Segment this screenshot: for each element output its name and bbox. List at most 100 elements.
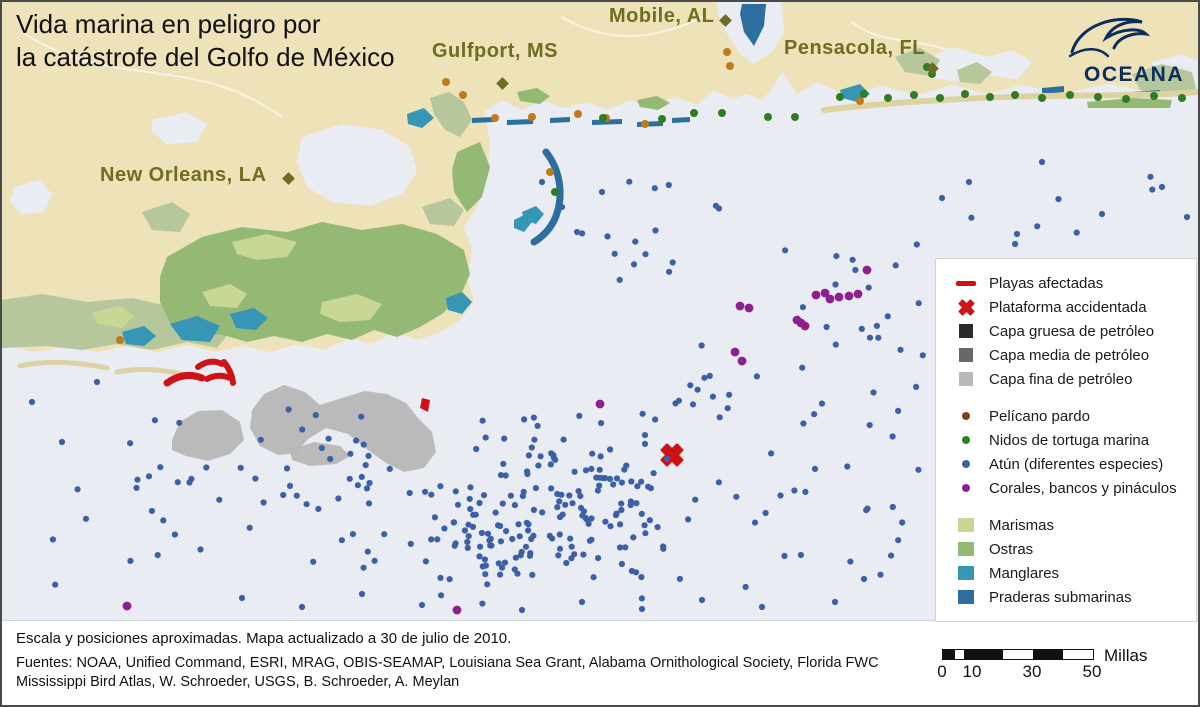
tuna-dot <box>499 500 506 507</box>
tuna-dot <box>628 567 636 575</box>
turtle-dot <box>1150 92 1158 100</box>
tuna-dot <box>148 507 155 515</box>
pelican-dot <box>459 91 467 99</box>
tuna-dot <box>497 472 505 479</box>
tuna-dot <box>327 455 334 463</box>
legend-label: Capa gruesa de petróleo <box>989 322 1155 340</box>
tuna-dot <box>366 479 373 487</box>
tuna-dot <box>464 544 471 552</box>
tuna-dot <box>522 543 530 550</box>
tuna-dot <box>441 525 448 532</box>
tuna-dot <box>852 266 859 274</box>
tuna-dot <box>865 284 872 291</box>
tuna-dot <box>782 247 789 254</box>
chandeleur-islands <box>530 148 564 246</box>
turtle-dot <box>836 93 844 101</box>
legend-item: Pelícano pardo <box>954 404 1184 428</box>
oceana-dolphin-icon <box>1068 17 1151 58</box>
tuna-dot <box>464 538 471 546</box>
barrier-island <box>637 121 663 127</box>
tuna-dot <box>461 527 468 534</box>
tuna-dot <box>481 556 488 563</box>
gulf-map: Vida marina en peligro por la catástrofe… <box>2 2 1198 622</box>
tuna-dot <box>811 411 818 418</box>
pelican-dot <box>528 113 536 121</box>
tuna-dot <box>516 533 523 540</box>
barrier-island <box>507 119 533 125</box>
tuna-dot <box>524 468 531 475</box>
tuna-dot <box>82 515 90 522</box>
tuna-dot <box>1183 213 1191 221</box>
tuna-dot <box>628 478 635 485</box>
tuna-dot <box>534 422 541 429</box>
turtle-dot <box>1122 95 1130 103</box>
tuna-dot <box>762 509 769 517</box>
tuna-dot <box>654 524 661 531</box>
tuna-dot <box>607 446 614 453</box>
tuna-dot <box>454 501 462 508</box>
coral-dot <box>744 303 754 313</box>
tuna-dot <box>554 490 561 498</box>
pelican-dot <box>546 168 554 176</box>
tuna-dot <box>476 553 483 560</box>
tuna-dot <box>676 575 684 583</box>
coral-dot <box>122 601 132 611</box>
tuna-dot <box>518 548 525 556</box>
affected-beach <box>163 371 206 387</box>
turtle-dot <box>910 91 918 99</box>
tuna-dot <box>503 528 510 535</box>
tuna-dot <box>616 544 624 551</box>
tuna-dot <box>726 391 733 398</box>
coral-dot <box>800 321 810 331</box>
tuna-dot <box>1073 229 1080 236</box>
tuna-dot <box>613 510 620 517</box>
tuna-dot <box>497 538 504 545</box>
manglar-patch <box>230 308 268 330</box>
legend-label: Capa fina de petróleo <box>989 370 1133 388</box>
tuna-dot <box>832 281 839 288</box>
tuna-dot <box>482 434 489 441</box>
tuna-dot <box>563 559 570 567</box>
tuna-dot <box>127 557 134 565</box>
tuna-dot <box>422 488 429 495</box>
tuna-dot <box>919 352 926 359</box>
legend-label: Manglares <box>989 564 1060 582</box>
affected-beach <box>195 358 225 370</box>
tuna-dot <box>733 493 740 500</box>
tuna-dot <box>873 322 881 329</box>
tuna-dot <box>257 436 264 443</box>
tuna-dot <box>28 398 36 406</box>
tuna-dot <box>467 505 474 513</box>
scale-bar: 0 10 30 50 Millas <box>937 646 1152 681</box>
tuna-dot <box>664 455 671 462</box>
turtle-dot <box>1038 94 1046 102</box>
tuna-dot <box>616 276 623 283</box>
tuna-dot <box>568 543 575 550</box>
tuna-dot <box>298 603 306 611</box>
legend-dot-icon <box>954 412 978 420</box>
tuna-dot <box>968 214 975 221</box>
manglar-patch <box>446 292 472 314</box>
chandeleur-patch <box>514 214 532 232</box>
tuna-dot <box>560 436 567 443</box>
tuna-dot <box>692 496 699 503</box>
tuna-dot <box>555 552 562 559</box>
tuna-dot <box>479 600 486 607</box>
tuna-dot <box>689 401 697 408</box>
coral-dot <box>862 265 872 275</box>
tuna-dot <box>431 514 438 521</box>
tuna-dot <box>145 473 153 480</box>
legend-item: Marismas <box>954 513 1184 537</box>
tuna-dot <box>895 537 902 544</box>
tuna-dot <box>642 251 649 258</box>
title-line-1: Vida marina en peligro por <box>16 9 321 39</box>
tuna-dot <box>428 491 435 498</box>
tuna-dot <box>238 594 246 602</box>
tuna-dot <box>665 181 672 189</box>
tuna-dot <box>641 432 649 439</box>
tuna-dot <box>889 503 896 511</box>
tuna-dot <box>573 228 581 236</box>
turtle-dot <box>764 113 772 121</box>
tuna-dot <box>74 486 81 493</box>
